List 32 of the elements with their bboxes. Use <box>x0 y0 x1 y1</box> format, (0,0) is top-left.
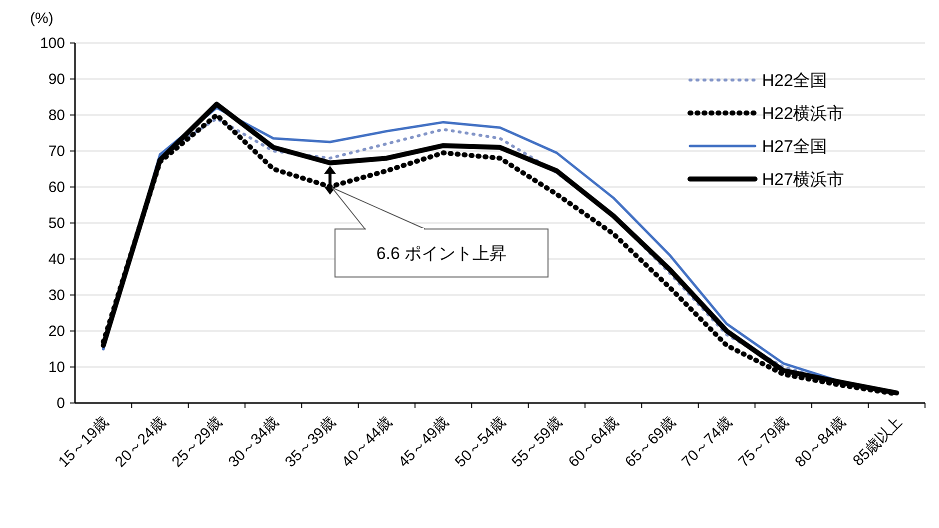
legend-label: H27全国 <box>762 137 828 156</box>
x-tick-label: 85歳以上 <box>850 414 906 470</box>
x-tick-label: 60～64歳 <box>565 414 622 471</box>
annotation: 6.6 ポイント上昇 <box>376 244 507 263</box>
y-tick-label: 20 <box>48 323 65 340</box>
x-tick-label: 40～44歳 <box>338 414 396 471</box>
x-tick-label: 65～69歳 <box>622 414 679 471</box>
x-tick-label: 20～24歳 <box>112 414 169 471</box>
x-tick-label: 35～39歳 <box>282 414 339 471</box>
x-tick-label: 50～54歳 <box>452 414 509 471</box>
x-tick-label: 45～49歳 <box>395 414 452 471</box>
legend-label: H27横浜市 <box>762 170 844 189</box>
x-tick-label: 80～84歳 <box>792 414 849 471</box>
x-tick-label: 25～29歳 <box>168 414 226 471</box>
x-tick-label: 70～74歳 <box>678 414 736 471</box>
x-tick-label: 75～79歳 <box>735 414 792 471</box>
y-tick-label: 10 <box>48 359 65 376</box>
legend-label: H22横浜市 <box>762 104 844 123</box>
legend-label: H22全国 <box>762 71 828 90</box>
y-tick-label: 70 <box>48 143 65 160</box>
y-axis-title: (%) <box>30 10 54 27</box>
y-tick-label: 60 <box>48 179 65 196</box>
y-tick-label: 30 <box>48 287 65 304</box>
y-tick-label: 100 <box>40 35 65 52</box>
x-tick-label: 30～34歳 <box>225 414 282 471</box>
y-tick-label: 50 <box>48 215 65 232</box>
y-tick-label: 90 <box>48 71 65 88</box>
x-tick-label: 55～59歳 <box>508 414 566 471</box>
y-tick-label: 80 <box>48 107 65 124</box>
y-tick-label: 40 <box>48 251 65 268</box>
x-tick-label: 15～19歳 <box>55 414 112 471</box>
y-tick-label: 0 <box>56 395 65 412</box>
